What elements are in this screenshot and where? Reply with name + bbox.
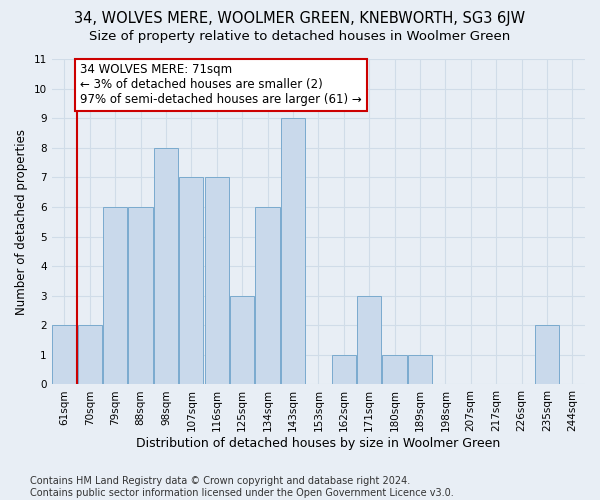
Bar xyxy=(179,178,203,384)
Text: 34 WOLVES MERE: 71sqm
← 3% of detached houses are smaller (2)
97% of semi-detach: 34 WOLVES MERE: 71sqm ← 3% of detached h… xyxy=(80,64,362,106)
Bar xyxy=(77,326,102,384)
Bar xyxy=(205,178,229,384)
Bar xyxy=(128,207,152,384)
Bar xyxy=(154,148,178,384)
Bar xyxy=(382,355,407,384)
X-axis label: Distribution of detached houses by size in Woolmer Green: Distribution of detached houses by size … xyxy=(136,437,500,450)
Bar xyxy=(535,326,559,384)
Bar xyxy=(103,207,127,384)
Y-axis label: Number of detached properties: Number of detached properties xyxy=(15,128,28,314)
Text: 34, WOLVES MERE, WOOLMER GREEN, KNEBWORTH, SG3 6JW: 34, WOLVES MERE, WOOLMER GREEN, KNEBWORT… xyxy=(74,11,526,26)
Bar xyxy=(408,355,432,384)
Text: Size of property relative to detached houses in Woolmer Green: Size of property relative to detached ho… xyxy=(89,30,511,43)
Bar xyxy=(230,296,254,384)
Bar xyxy=(357,296,381,384)
Bar xyxy=(256,207,280,384)
Bar xyxy=(281,118,305,384)
Bar xyxy=(332,355,356,384)
Bar xyxy=(52,326,76,384)
Text: Contains HM Land Registry data © Crown copyright and database right 2024.
Contai: Contains HM Land Registry data © Crown c… xyxy=(30,476,454,498)
